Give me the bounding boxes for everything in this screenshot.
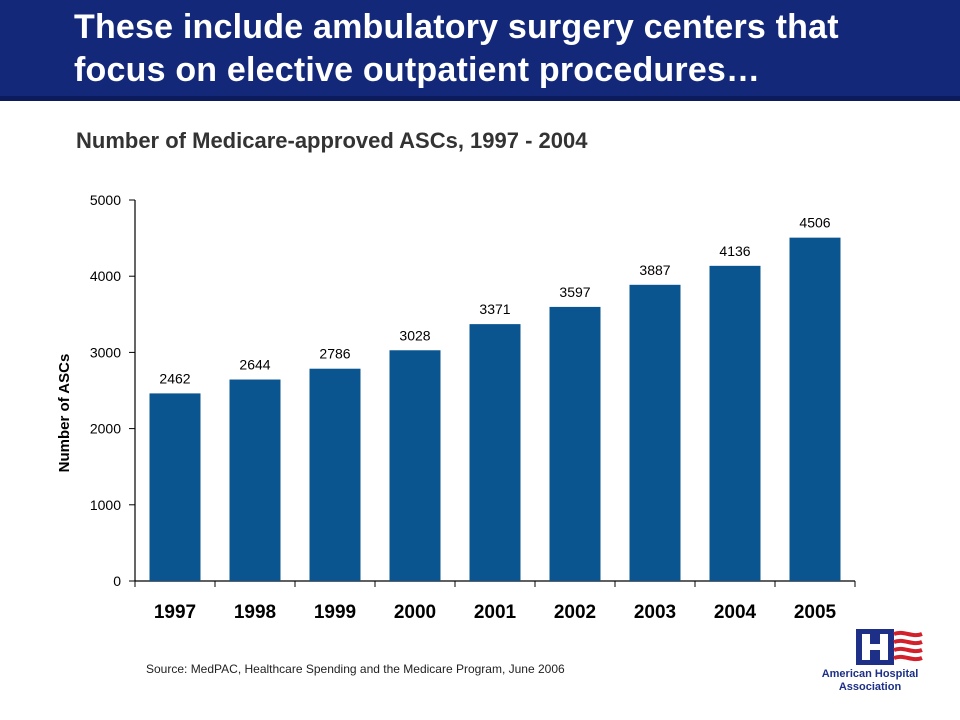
y-tick-label: 3000 [90, 344, 121, 360]
bar-2002 [549, 306, 601, 581]
data-labels: 2462 2644 2786 3028 3371 3597 3887 4136 4506 [159, 215, 830, 387]
x-tick-label-2002: 2002 [554, 602, 596, 623]
bar-1999 [309, 368, 361, 581]
bar-2001 [469, 324, 521, 581]
x-tick-label-2003: 2003 [634, 602, 676, 623]
aha-logo: American Hospital Association [808, 626, 938, 696]
title-banner [0, 0, 960, 96]
bar-1997 [149, 393, 201, 581]
aha-logo-text: American Hospital Association [808, 668, 932, 694]
data-label-2003: 3887 [639, 262, 670, 278]
slide-title: These include ambulatory surgery centers… [74, 8, 839, 89]
data-label-2004: 4136 [719, 243, 750, 259]
x-tick-label-2001: 2001 [474, 602, 517, 623]
bar-2000 [389, 350, 441, 581]
data-label-2005: 4506 [799, 215, 830, 231]
data-label-2000: 3028 [399, 327, 430, 343]
y-tick-label: 2000 [90, 421, 121, 437]
data-label-2001: 3371 [479, 301, 510, 317]
x-tick-label-2005: 2005 [794, 602, 837, 623]
bar-series [149, 237, 841, 581]
x-tick-label-1999: 1999 [314, 602, 356, 623]
x-axis: 1997 1998 1999 2000 2001 2002 2003 2004 2005 [134, 581, 856, 623]
y-tick-label: 4000 [90, 268, 121, 284]
data-label-1997: 2462 [159, 370, 190, 386]
aha-logo-line2: Association [838, 681, 902, 693]
bar-2003 [629, 284, 681, 581]
bar-2005 [789, 237, 841, 581]
aha-logo-line1: American Hospital [821, 668, 919, 680]
data-label-2002: 3597 [559, 284, 590, 300]
x-tick-label-2004: 2004 [714, 602, 757, 623]
bar-1998 [229, 379, 281, 581]
aha-logo-icon [856, 629, 923, 665]
x-tick-label-2000: 2000 [394, 602, 436, 623]
y-axis: 0 1000 2000 3000 4000 5000 [90, 192, 135, 589]
title-banner-stripe [0, 96, 960, 101]
y-axis-label: Number of ASCs [56, 354, 73, 473]
source-note: Source: MedPAC, Healthcare Spending and … [146, 662, 565, 676]
data-label-1999: 2786 [319, 346, 350, 362]
x-tick-label-1998: 1998 [234, 602, 276, 623]
y-tick-label: 5000 [90, 192, 121, 208]
x-tick-label-1997: 1997 [154, 602, 196, 623]
y-tick-label: 1000 [90, 497, 121, 513]
data-label-1998: 2644 [239, 357, 270, 373]
bar-2004 [709, 265, 761, 581]
y-tick-label: 0 [113, 573, 121, 589]
chart-title: Number of Medicare-approved ASCs, 1997 -… [76, 128, 588, 153]
